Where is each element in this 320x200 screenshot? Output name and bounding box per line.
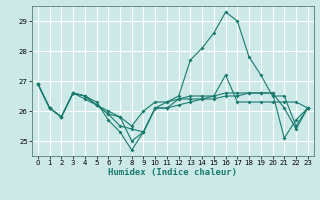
X-axis label: Humidex (Indice chaleur): Humidex (Indice chaleur) [108,168,237,177]
